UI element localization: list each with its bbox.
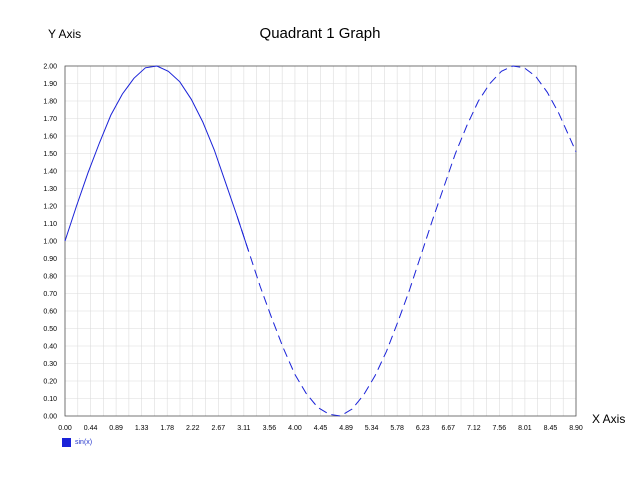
x-tick-label: 5.34: [365, 425, 379, 432]
y-tick-label: 0.30: [43, 361, 57, 368]
y-tick-label: 1.50: [43, 151, 57, 158]
y-tick-label: 1.30: [43, 186, 57, 193]
y-axis-label: Y Axis: [48, 27, 82, 41]
chart-title: Quadrant 1 Graph: [259, 25, 381, 42]
x-tick-label: 4.89: [339, 425, 353, 432]
legend-swatch: [62, 438, 71, 447]
y-tick-label: 1.40: [43, 169, 57, 176]
x-tick-label: 3.11: [237, 425, 250, 432]
x-tick-label: 6.23: [416, 425, 430, 432]
y-tick-label: 1.60: [43, 134, 57, 141]
series-line-dashed: [236, 65, 577, 417]
x-tick-label: 0.00: [58, 425, 72, 432]
x-tick-label: 4.45: [314, 425, 328, 432]
y-tick-label: 0.10: [43, 396, 57, 403]
y-tick-label: 0.80: [43, 274, 57, 281]
x-tick-label: 6.67: [441, 425, 455, 432]
legend-label: sin(x): [75, 439, 93, 446]
y-tick-label: 1.70: [43, 116, 57, 123]
legend: sin(x): [62, 438, 92, 447]
y-tick-label: 0.50: [43, 326, 57, 333]
x-tick-label: 1.33: [135, 425, 149, 432]
x-tick-label: 5.78: [390, 425, 404, 432]
y-tick-label: 1.00: [43, 239, 57, 246]
x-tick-label: 0.89: [109, 425, 123, 432]
y-tick-label: 1.90: [43, 81, 57, 88]
x-tick-label: 8.45: [544, 425, 558, 432]
y-tick-label: 1.20: [43, 204, 57, 211]
x-tick-label: 1.78: [160, 425, 174, 432]
x-axis-label: X Axis: [592, 412, 626, 426]
y-tick-label: 0.40: [43, 344, 57, 351]
x-tick-label: 8.90: [569, 425, 583, 432]
x-tick-label: 7.56: [493, 425, 507, 432]
y-tick-label: 0.90: [43, 256, 57, 263]
y-tick-label: 1.80: [43, 99, 57, 106]
y-tick-label: 0.70: [43, 291, 57, 298]
y-tick-label: 0.20: [43, 379, 57, 386]
y-tick-label: 0.00: [43, 414, 57, 421]
y-tick-label: 1.10: [43, 221, 57, 228]
y-tick-label: 2.00: [43, 64, 57, 71]
x-tick-label: 2.22: [186, 425, 200, 432]
x-tick-label: 8.01: [518, 425, 532, 432]
x-tick-label: 2.67: [211, 425, 225, 432]
x-tick-label: 3.56: [263, 425, 277, 432]
x-tick-label: 0.44: [84, 425, 98, 432]
x-tick-label: 7.12: [467, 425, 481, 432]
x-tick-label: 4.00: [288, 425, 302, 432]
y-tick-label: 0.60: [43, 309, 57, 316]
series-line-solid: [64, 65, 250, 252]
